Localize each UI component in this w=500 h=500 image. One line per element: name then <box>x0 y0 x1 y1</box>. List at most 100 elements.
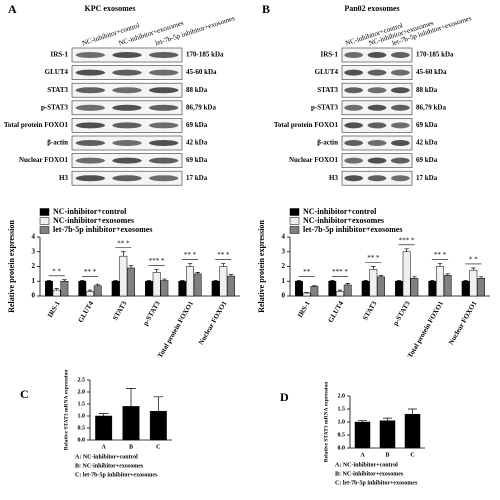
y-tick-label: 2.0 <box>338 393 346 399</box>
band <box>149 122 179 129</box>
footnote: C: let-7b-5p inhibitor+exosomes <box>75 472 158 478</box>
row-size: 42 kDa <box>416 139 438 147</box>
error-bar <box>478 276 484 279</box>
band <box>367 87 387 94</box>
error-bar <box>404 248 409 252</box>
band <box>391 157 410 164</box>
significance: *** * <box>399 236 415 244</box>
footnote: A: NC-inhibitor+control <box>75 454 138 460</box>
bar <box>354 421 371 449</box>
significance: ** * <box>434 251 447 259</box>
band <box>367 104 387 111</box>
error-bar <box>312 285 317 287</box>
bar <box>295 281 303 297</box>
band <box>149 52 179 58</box>
panel-label: C <box>20 387 29 401</box>
significance: * * <box>469 256 478 264</box>
error-bar <box>463 280 468 282</box>
legend-label: NC-inhibitor+control <box>53 207 127 216</box>
bar <box>219 266 228 297</box>
error-bar <box>330 280 335 282</box>
row-name: STAT3 <box>317 86 338 94</box>
legend-swatch <box>39 226 50 234</box>
error-bar <box>337 289 343 292</box>
error-bar <box>408 408 417 415</box>
error-bar <box>430 280 435 282</box>
x-tick-label: p-STAT3 <box>391 299 412 327</box>
row-name: H3 <box>59 174 68 182</box>
y-tick-label: 0.0 <box>338 445 346 451</box>
y-tick-label: 0.5 <box>78 425 86 431</box>
x-tick-label: B <box>129 444 133 450</box>
y-axis-label: Relative STAT3 mRNA expression <box>63 370 69 451</box>
bar <box>211 281 220 297</box>
row-size: 88 kDa <box>186 86 208 94</box>
band <box>112 140 142 146</box>
y-tick-label: 1.5 <box>338 406 346 412</box>
legend-swatch <box>289 208 300 216</box>
bar <box>145 281 153 297</box>
band <box>149 104 179 111</box>
error-bar <box>345 283 350 285</box>
row-size: 69 kDa <box>186 121 208 129</box>
row-size: 170-185 kDa <box>186 51 224 59</box>
row-size: 45-60 kDa <box>416 68 447 76</box>
row-name: H3 <box>329 174 338 182</box>
error-bar <box>95 283 100 286</box>
bar <box>78 281 87 297</box>
significance: *** * <box>332 268 348 276</box>
y-tick-label: 1.5 <box>78 401 86 407</box>
row-size: 86,79 kDa <box>416 103 446 111</box>
row-size: 69 kDa <box>416 121 438 129</box>
bar <box>149 410 167 441</box>
y-tick-label: 1.0 <box>78 413 86 419</box>
band <box>367 69 387 76</box>
row-size: 42 kDa <box>186 139 208 147</box>
error-bar <box>128 265 134 268</box>
band <box>367 157 387 164</box>
significance: ** <box>303 268 311 276</box>
legend-label: NC-inhibitor+exosomes <box>53 216 134 225</box>
legend-swatch <box>39 217 50 225</box>
error-bar <box>180 280 185 282</box>
y-tick-label: 2 <box>32 262 36 270</box>
legend-swatch <box>289 226 300 234</box>
band <box>344 140 363 146</box>
band <box>391 52 410 58</box>
bar <box>93 285 102 297</box>
bar <box>461 281 470 297</box>
significance: ** * <box>367 254 380 262</box>
significance: ** * <box>217 251 230 259</box>
band <box>112 52 142 58</box>
band <box>367 122 387 129</box>
x-tick-label: B <box>385 452 389 458</box>
error-bar <box>98 413 109 416</box>
bar <box>111 281 120 297</box>
x-tick-label: GLUT4 <box>327 299 346 324</box>
band <box>391 175 410 182</box>
bar <box>310 286 319 297</box>
bar <box>186 266 194 297</box>
row-name: β-actin <box>317 139 338 147</box>
footnote: A: NC-inhibitor+control <box>335 462 398 468</box>
band <box>149 87 179 94</box>
error-bar <box>471 267 476 271</box>
error-bar <box>445 273 450 276</box>
row-name: Nuclear FOXO1 <box>289 156 339 164</box>
y-tick-label: 3 <box>32 247 36 255</box>
band <box>391 140 410 146</box>
band <box>367 175 387 182</box>
significance: ** * <box>184 251 197 259</box>
band <box>75 122 106 129</box>
bar <box>336 291 344 297</box>
footnote: C: let-7b-5p inhibitor+exosomes <box>335 480 418 486</box>
y-axis-label: Relative STAT3 mRNA expression <box>323 382 329 463</box>
error-bar <box>378 275 384 277</box>
error-bar <box>54 288 59 291</box>
y-axis-label: Relative protein expression <box>257 220 266 313</box>
x-tick-label: STAT3 <box>361 299 379 321</box>
significance: * * <box>52 267 61 275</box>
row-name: GLUT4 <box>315 68 339 76</box>
row-size: 170-185 kDa <box>416 51 454 59</box>
